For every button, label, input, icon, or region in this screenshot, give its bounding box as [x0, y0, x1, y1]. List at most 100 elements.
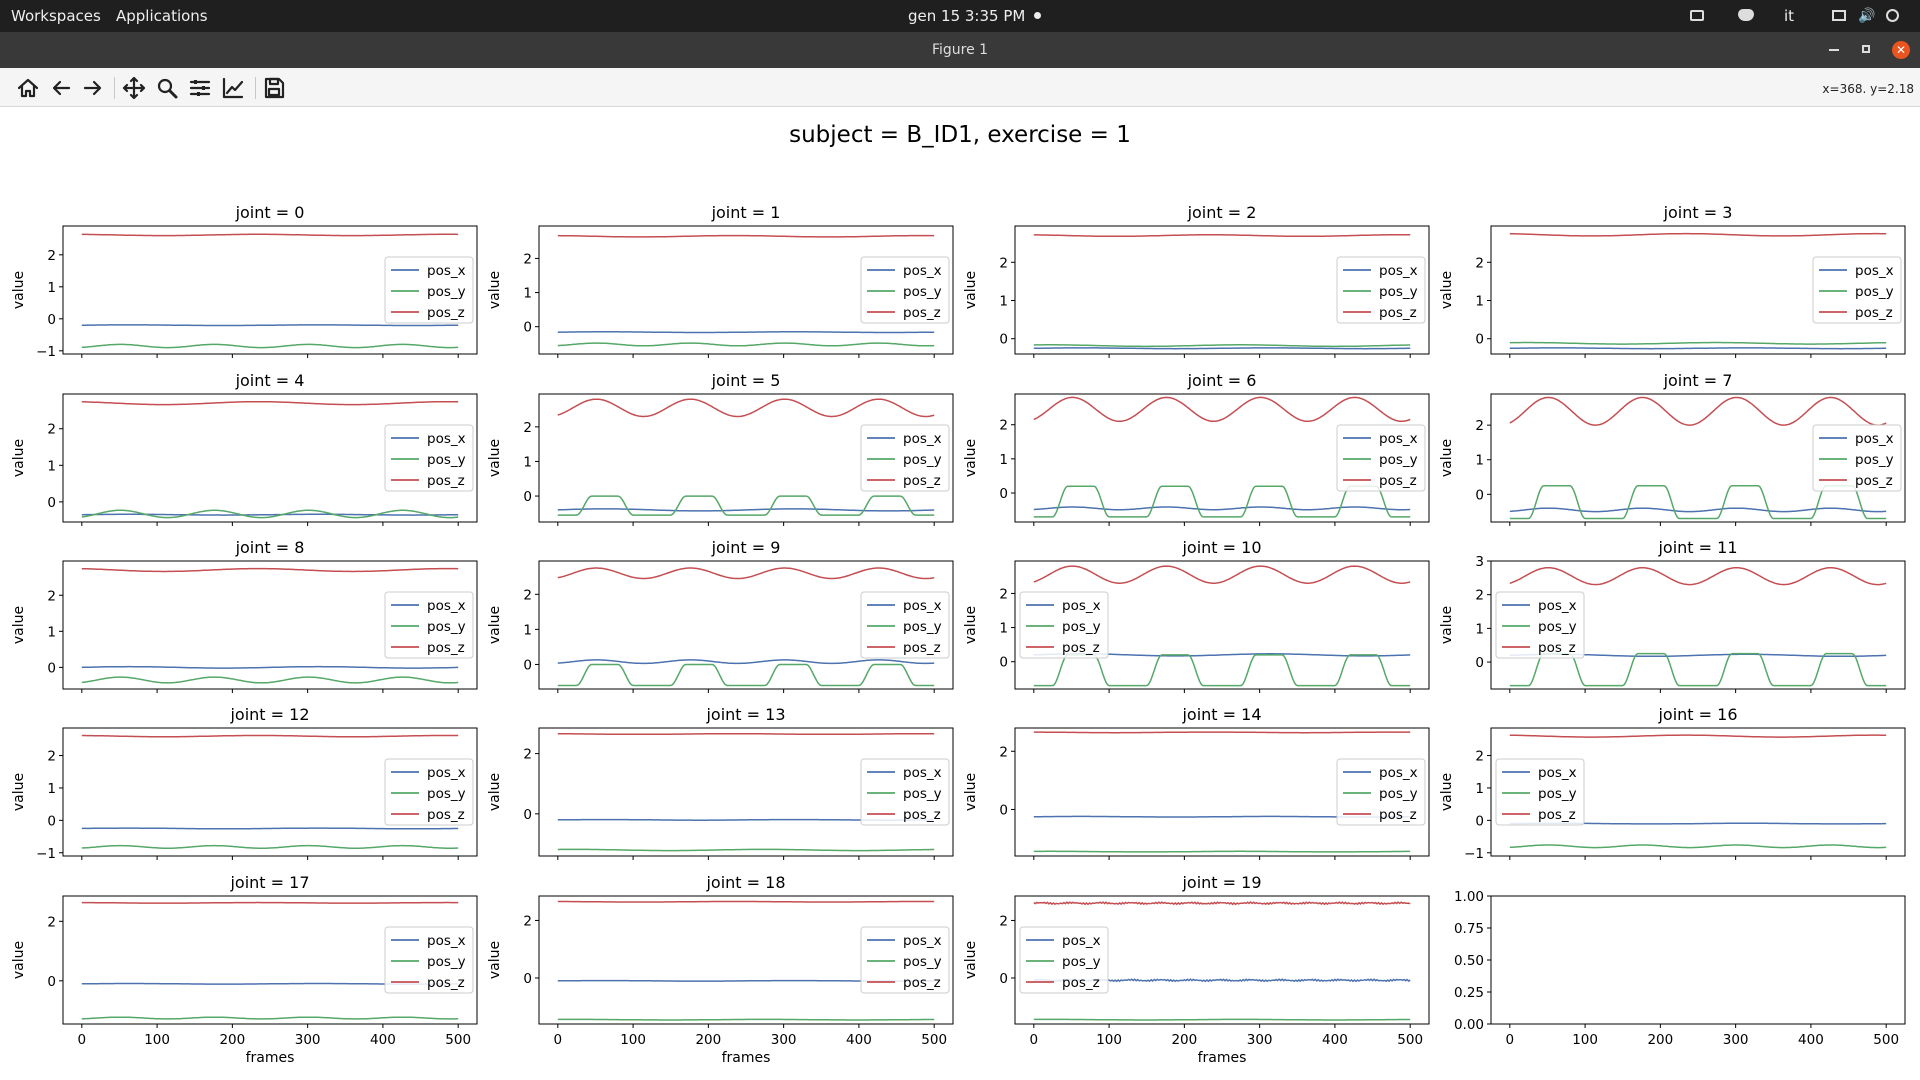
legend-label: pos_y — [903, 954, 942, 970]
workspaces-button[interactable]: Workspaces — [11, 7, 101, 25]
series-line-pos_z — [81, 901, 459, 904]
legend-label: pos_z — [427, 640, 465, 656]
x-tick-label: 0 — [1506, 1032, 1515, 1048]
legend-label: pos_x — [1538, 765, 1577, 781]
legend-label: pos_z — [427, 305, 465, 321]
axes-frame — [1014, 393, 1430, 523]
y-tick-label: 0 — [47, 813, 56, 829]
subplot: joint = 9 0 1 2 value pos_x pos_y pos_z — [487, 538, 954, 693]
legend: pos_x pos_y pos_z — [1812, 424, 1902, 492]
series-line-pos_z — [1033, 731, 1411, 734]
legend: pos_x pos_y pos_z — [1019, 591, 1109, 659]
legend-label: pos_x — [903, 933, 942, 949]
legend-label: pos_x — [427, 263, 466, 279]
clock[interactable]: gen 15 3:35 PM — [908, 7, 1026, 25]
edit-axis-icon[interactable] — [221, 76, 245, 100]
legend-label: pos_z — [903, 975, 941, 991]
x-tick-label: 300 — [295, 1032, 321, 1048]
x-tick-label: 500 — [1873, 1032, 1899, 1048]
y-tick-label: 2 — [1475, 749, 1484, 765]
y-tick-label: 2 — [47, 248, 56, 264]
series-line-pos_x — [557, 659, 935, 665]
y-tick-label: 1 — [47, 624, 56, 640]
y-tick-label: 2 — [1475, 588, 1484, 604]
maximize-button[interactable] — [1862, 45, 1870, 53]
power-icon[interactable] — [1886, 9, 1899, 22]
x-axis-label: frames — [246, 1050, 295, 1066]
configure-icon[interactable] — [188, 76, 212, 100]
y-tick-label: 0 — [999, 802, 1008, 818]
series-line-pos_y — [1033, 850, 1411, 853]
toolbar-separator — [114, 77, 115, 99]
legend: pos_x pos_y pos_z — [1495, 758, 1585, 826]
home-icon[interactable] — [16, 76, 40, 100]
legend: pos_x pos_y pos_z — [384, 758, 474, 826]
legend-label: pos_y — [1855, 284, 1894, 300]
subplot: joint = 0 −1 0 1 2 value pos_x pos_y pos_z — [11, 203, 478, 360]
lines-group — [81, 734, 459, 849]
legend: pos_x pos_y pos_z — [384, 926, 474, 994]
save-icon[interactable] — [262, 76, 286, 100]
legend-label: pos_z — [1538, 807, 1576, 823]
subplot-title: joint = 11 — [1657, 538, 1737, 557]
legend-label: pos_z — [903, 473, 941, 489]
series-line-pos_z — [1509, 566, 1887, 586]
series-line-pos_z — [1033, 234, 1411, 238]
legend: pos_x pos_y pos_z — [1336, 424, 1426, 492]
axes-frame — [538, 560, 954, 690]
y-tick-label: 0 — [999, 332, 1008, 348]
subplot-title: joint = 7 — [1663, 371, 1733, 390]
y-tick-label: 2 — [999, 913, 1008, 929]
legend-label: pos_y — [427, 786, 466, 802]
applications-button[interactable]: Applications — [116, 7, 208, 25]
y-tick-label: 3 — [1475, 554, 1484, 570]
y-axis-label: value — [1439, 773, 1455, 811]
legend-label: pos_z — [427, 807, 465, 823]
cursor-coordinates: x=368. y=2.18 — [1822, 82, 1914, 96]
y-tick-label: 0 — [999, 655, 1008, 671]
series-line-pos_x — [81, 513, 459, 516]
zoom-icon[interactable] — [155, 76, 179, 100]
y-axis-label: value — [487, 271, 503, 309]
x-tick-label: 300 — [1247, 1032, 1273, 1048]
window-titlebar: Figure 1 ✕ — [0, 32, 1920, 68]
legend-box — [1336, 424, 1426, 492]
close-button[interactable]: ✕ — [1892, 41, 1910, 59]
y-tick-label: 2 — [523, 587, 532, 603]
series-line-pos_z — [1033, 565, 1411, 584]
subplot: joint = 2 0 1 2 value pos_x pos_y pos_z — [963, 203, 1430, 358]
x-tick-label: 300 — [1723, 1032, 1749, 1048]
forward-icon[interactable] — [81, 76, 105, 100]
y-tick-label: 1 — [999, 294, 1008, 310]
axes-frame — [62, 560, 478, 690]
y-tick-label: −1 — [1464, 846, 1484, 862]
screen-icon[interactable] — [1690, 10, 1704, 21]
x-tick-label: 200 — [1647, 1032, 1673, 1048]
series-line-pos_z — [557, 900, 935, 903]
tray-icon[interactable] — [1832, 10, 1846, 21]
y-tick-label: −1 — [36, 344, 56, 360]
y-tick-label: 0 — [1475, 813, 1484, 829]
pan-icon[interactable] — [122, 76, 146, 100]
keyboard-layout[interactable]: it — [1784, 7, 1795, 25]
lines-group — [81, 567, 459, 684]
legend: pos_x pos_y pos_z — [860, 591, 950, 659]
discord-icon[interactable] — [1738, 9, 1754, 21]
x-tick-label: 500 — [1397, 1032, 1423, 1048]
legend-box — [1495, 591, 1585, 659]
legend: pos_x pos_y pos_z — [860, 256, 950, 324]
legend: pos_x pos_y pos_z — [860, 424, 950, 492]
figure-title: subject = B_ID1, exercise = 1 — [789, 122, 1131, 148]
legend-box — [1336, 758, 1426, 826]
subplot-title: joint = 6 — [1187, 371, 1257, 390]
axes-frame — [1490, 560, 1906, 690]
volume-icon[interactable]: 🔊 — [1858, 8, 1876, 24]
minimize-button[interactable] — [1829, 49, 1839, 51]
legend-label: pos_x — [1379, 263, 1418, 279]
series-line-pos_z — [81, 233, 459, 237]
back-icon[interactable] — [49, 76, 73, 100]
y-tick-label: 0 — [1475, 332, 1484, 348]
legend: pos_x pos_y pos_z — [384, 591, 474, 659]
y-tick-label: 1 — [47, 280, 56, 296]
subplot-title: joint = 10 — [1181, 538, 1261, 557]
